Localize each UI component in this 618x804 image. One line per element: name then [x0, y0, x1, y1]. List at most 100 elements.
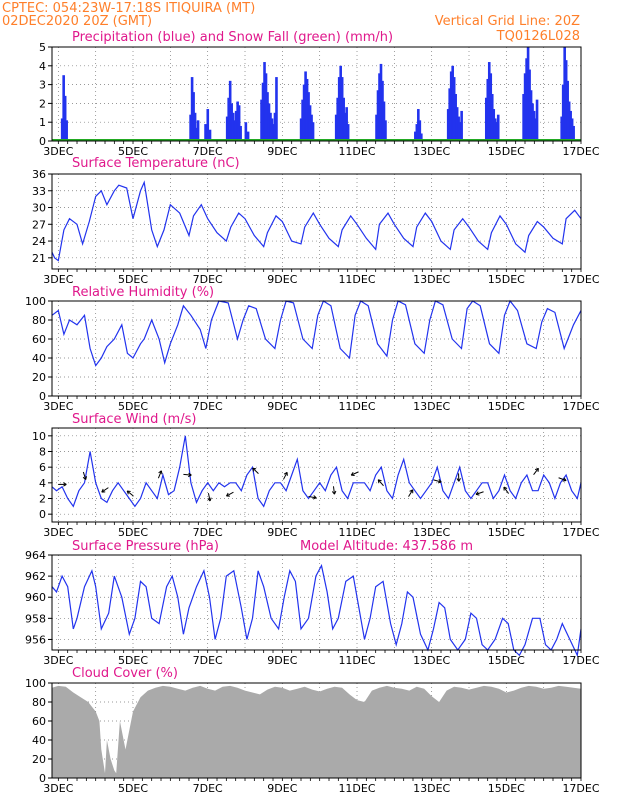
- y-tick-label: 8: [39, 446, 46, 459]
- y-tick-label: 27: [32, 218, 46, 231]
- y-tick-label: 3: [39, 79, 46, 92]
- x-tick-label: 7DEC: [193, 400, 223, 413]
- x-tick-label: 17DEC: [562, 145, 599, 158]
- x-tick-label: 3DEC: [43, 145, 73, 158]
- x-tick-label: 11DEC: [338, 782, 375, 795]
- x-tick-label: 13DEC: [413, 526, 450, 539]
- panel-frame: [52, 174, 581, 269]
- precip-bar: [347, 124, 350, 141]
- x-tick-label: 11DEC: [338, 273, 375, 286]
- x-tick-label: 3DEC: [43, 782, 73, 795]
- model-altitude: Model Altitude: 437.586 m: [300, 539, 473, 554]
- y-tick-label: 960: [25, 591, 46, 604]
- y-tick-label: 80: [32, 696, 46, 709]
- x-tick-label: 13DEC: [413, 145, 450, 158]
- x-tick-label: 13DEC: [413, 654, 450, 667]
- y-tick-label: 2: [39, 493, 46, 506]
- x-tick-label: 5DEC: [118, 782, 148, 795]
- x-tick-label: 3DEC: [43, 273, 73, 286]
- y-tick-label: 4: [39, 477, 46, 490]
- temp-line: [52, 182, 581, 260]
- y-tick-label: 40: [32, 352, 46, 365]
- x-tick-label: 11DEC: [338, 400, 375, 413]
- precip-bar: [572, 126, 575, 141]
- x-tick-label: 3DEC: [43, 400, 73, 413]
- y-tick-label: 33: [32, 185, 46, 198]
- y-tick-label: 21: [32, 252, 46, 265]
- x-tick-label: 15DEC: [488, 782, 525, 795]
- x-tick-label: 13DEC: [413, 273, 450, 286]
- x-tick-label: 11DEC: [338, 145, 375, 158]
- y-tick-label: 964: [25, 549, 46, 562]
- x-tick-label: 17DEC: [562, 526, 599, 539]
- x-tick-label: 9DEC: [267, 400, 297, 413]
- rh-line: [52, 301, 581, 366]
- y-tick-label: 10: [32, 430, 46, 443]
- y-tick-label: 100: [25, 677, 46, 690]
- y-tick-label: 6: [39, 461, 46, 474]
- wind-title: Surface Wind (m/s): [72, 412, 196, 427]
- y-tick-label: 962: [25, 570, 46, 583]
- x-tick-label: 15DEC: [488, 400, 525, 413]
- x-tick-label: 13DEC: [413, 400, 450, 413]
- y-tick-label: 80: [32, 314, 46, 327]
- x-tick-label: 17DEC: [562, 273, 599, 286]
- panel-frame: [52, 301, 581, 396]
- panel-frame: [52, 47, 581, 141]
- y-tick-label: 0: [39, 508, 46, 521]
- y-tick-label: 1: [39, 116, 46, 129]
- precip-bar: [197, 120, 200, 141]
- precip-bar: [275, 77, 278, 141]
- cloud-title: Cloud Cover (%): [72, 666, 178, 681]
- grid-note: Vertical Grid Line: 20Z: [435, 14, 580, 29]
- x-tick-label: 13DEC: [413, 782, 450, 795]
- y-tick-label: 956: [25, 633, 46, 646]
- panel-frame: [52, 555, 581, 650]
- precip-bar: [204, 124, 207, 141]
- x-tick-label: 3DEC: [43, 526, 73, 539]
- y-tick-label: 5: [39, 41, 46, 54]
- y-tick-label: 20: [32, 753, 46, 766]
- pressure-title: Surface Pressure (hPa): [72, 539, 219, 554]
- x-tick-label: 15DEC: [488, 145, 525, 158]
- x-tick-label: 11DEC: [338, 654, 375, 667]
- wind-line: [52, 436, 581, 507]
- x-tick-label: 3DEC: [43, 654, 73, 667]
- cloud-area: [52, 686, 581, 778]
- x-tick-label: 15DEC: [488, 273, 525, 286]
- y-tick-label: 2: [39, 97, 46, 110]
- x-tick-label: 7DEC: [193, 654, 223, 667]
- x-tick-label: 15DEC: [488, 654, 525, 667]
- x-tick-label: 7DEC: [193, 782, 223, 795]
- precip-title: Precipitation (blue) and Snow Fall (gree…: [72, 30, 393, 45]
- precip-bar: [245, 122, 248, 141]
- y-tick-label: 30: [32, 202, 46, 215]
- x-tick-label: 5DEC: [118, 526, 148, 539]
- precip-bar: [536, 100, 539, 141]
- x-tick-label: 9DEC: [267, 782, 297, 795]
- y-tick-label: 40: [32, 734, 46, 747]
- x-tick-label: 9DEC: [267, 654, 297, 667]
- y-tick-label: 24: [32, 235, 46, 248]
- precip-bar: [460, 111, 463, 141]
- y-tick-label: 60: [32, 333, 46, 346]
- y-tick-label: 100: [25, 295, 46, 308]
- model-code: TQ0126L028: [496, 29, 580, 44]
- x-tick-label: 17DEC: [562, 400, 599, 413]
- x-tick-label: 7DEC: [193, 526, 223, 539]
- panel-frame: [52, 428, 581, 522]
- x-tick-label: 11DEC: [338, 526, 375, 539]
- precip-bar: [206, 109, 209, 141]
- y-tick-label: 36: [32, 168, 46, 181]
- x-tick-label: 9DEC: [267, 526, 297, 539]
- rh-title: Relative Humidity (%): [72, 285, 214, 300]
- header-line2: 02DEC2020 20Z (GMT): [2, 14, 152, 29]
- y-tick-label: 4: [39, 60, 46, 73]
- x-tick-label: 17DEC: [562, 654, 599, 667]
